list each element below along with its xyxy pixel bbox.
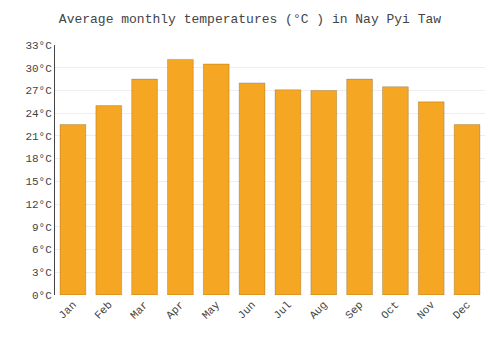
svg-text:9°C: 9°C [32,222,52,234]
svg-text:Feb: Feb [92,299,114,321]
svg-text:0°C: 0°C [32,290,52,302]
svg-text:Average monthly temperatures (: Average monthly temperatures (°C ) in Na… [59,12,441,27]
svg-text:6°C: 6°C [32,244,52,256]
svg-text:Dec: Dec [451,299,473,321]
svg-text:27°C: 27°C [25,85,52,97]
svg-text:Nov: Nov [415,299,438,322]
svg-text:May: May [200,299,223,322]
svg-text:24°C: 24°C [25,108,52,120]
svg-text:18°C: 18°C [25,153,52,165]
svg-text:Jul: Jul [271,299,293,321]
svg-text:Apr: Apr [164,299,186,321]
svg-text:30°C: 30°C [25,63,52,75]
svg-text:15°C: 15°C [25,176,52,188]
svg-text:Sep: Sep [343,299,365,321]
svg-text:33°C: 33°C [25,40,52,52]
svg-text:Oct: Oct [379,299,401,321]
svg-text:Mar: Mar [128,299,150,321]
svg-text:Aug: Aug [307,299,329,321]
svg-text:21°C: 21°C [25,131,52,143]
svg-text:Jun: Jun [236,299,258,321]
svg-text:Jan: Jan [56,299,78,321]
svg-text:3°C: 3°C [32,267,52,279]
svg-text:12°C: 12°C [25,199,52,211]
